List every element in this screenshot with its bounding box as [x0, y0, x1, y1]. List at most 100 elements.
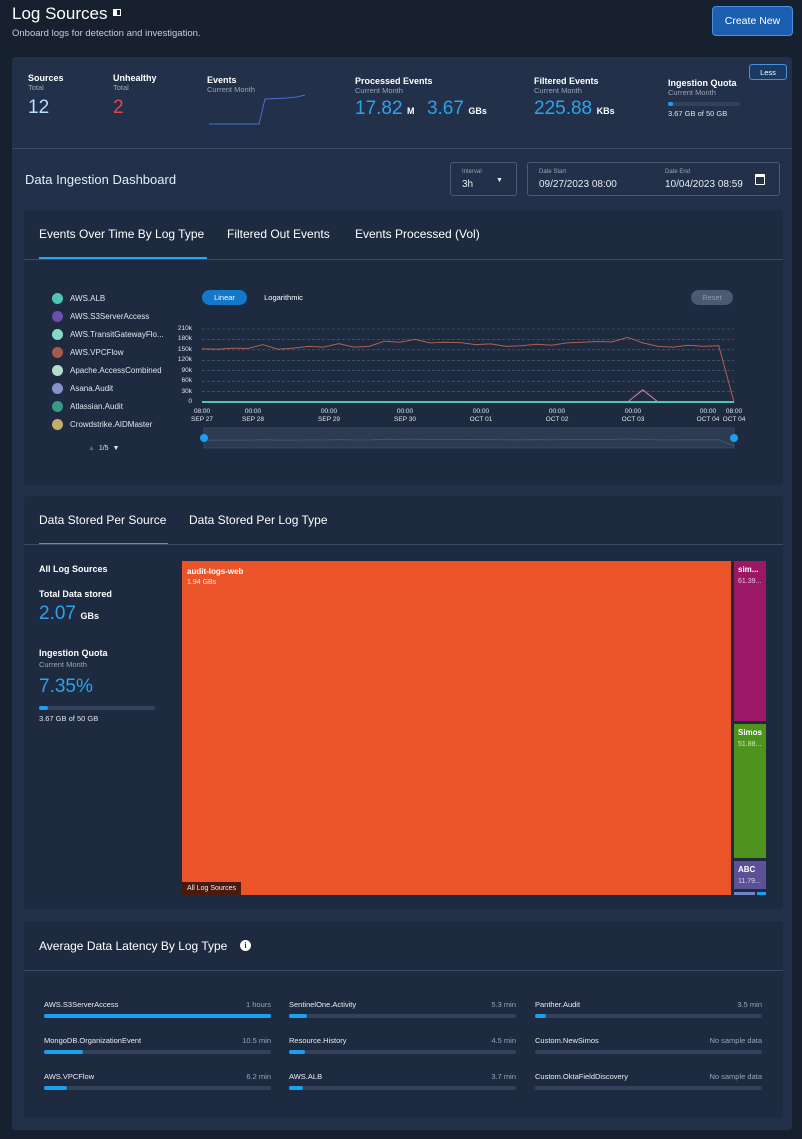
legend-swatch [52, 418, 63, 430]
divider [12, 148, 792, 149]
latency-item: AWS.ALB 3.7 min [289, 1072, 516, 1092]
x-tick-time: 00:00 [699, 408, 717, 415]
stat-sub: Current Month [534, 86, 582, 95]
series-line[interactable] [201, 336, 735, 403]
x-tick-label: 00:00 OCT 03 [613, 408, 653, 424]
x-tick-time: 00:00 [548, 408, 566, 415]
date-start-value[interactable]: 09/27/2023 08:00 [539, 179, 617, 190]
cell-name: sim... [738, 565, 759, 574]
date-range-picker[interactable]: Date Start 09/27/2023 08:00 Date End 10/… [527, 162, 780, 196]
treemap-cell-abc[interactable]: ABC 11.79... [734, 861, 766, 889]
legend-item[interactable]: Crowdstrike.AIDMaster [52, 415, 164, 433]
tab-data-per-source[interactable]: Data Stored Per Source [39, 513, 167, 527]
treemap-cell-small[interactable] [734, 892, 755, 895]
stat-label: Ingestion Quota [668, 78, 737, 88]
cell-size: 61.39... [738, 578, 762, 585]
latency-item: Panther.Audit 3.5 min [535, 1000, 762, 1020]
legend-label: AWS.TransitGatewayFlo... [70, 329, 164, 339]
active-tab-indicator [39, 257, 207, 259]
quota-percent: 7.35% [39, 676, 93, 697]
chart-legend: AWS.ALB AWS.S3ServerAccess AWS.TransitGate… [52, 289, 164, 433]
legend-swatch [52, 328, 63, 340]
y-tick-label: 180k [177, 335, 192, 343]
page-up-icon[interactable]: ▲ [88, 445, 95, 452]
stat-unhealthy[interactable]: Unhealthy Total 2 [113, 73, 157, 119]
x-tick-date: OCT 02 [545, 416, 569, 423]
x-tick-time: 00:00 [624, 408, 642, 415]
treemap-root-label[interactable]: All Log Sources [182, 882, 242, 895]
legend-pager: ▲ 1/5 ▼ [88, 445, 119, 452]
legend-item[interactable]: AWS.S3ServerAccess [52, 307, 164, 325]
stat-filtered: Filtered Events Current Month 225.88 KBs [534, 76, 615, 120]
x-tick-label: 08:00 SEP 27 [182, 408, 222, 424]
x-tick-time: 00:00 [320, 408, 338, 415]
treemap-cell-audit-logs-web[interactable]: audit-logs-web 1.94 GBs All Log Sources [182, 561, 731, 895]
legend-swatch [52, 400, 63, 412]
legend-item[interactable]: AWS.ALB [52, 289, 164, 307]
x-tick-date: OCT 04 [696, 416, 720, 423]
tab-data-per-log-type[interactable]: Data Stored Per Log Type [189, 513, 328, 527]
latency-bar [289, 1014, 516, 1018]
range-handle-right[interactable] [730, 434, 738, 442]
create-new-button[interactable]: Create New [712, 6, 793, 36]
dashboard-title: Data Ingestion Dashboard [25, 172, 177, 187]
legend-item[interactable]: Asana.Audit [52, 379, 164, 397]
stat-sources: Sources Total 12 [28, 73, 64, 119]
reset-button[interactable]: Reset [691, 290, 733, 305]
cell-name: ABC [738, 865, 756, 874]
latency-bar [44, 1050, 271, 1054]
latency-bar-fill [289, 1050, 305, 1054]
x-tick-label: 00:00 OCT 01 [461, 408, 501, 424]
latency-bar-fill [44, 1014, 271, 1018]
stat-sub: Total [113, 83, 129, 92]
latency-item: Custom.OktaFieldDiscovery No sample data [535, 1072, 762, 1092]
latency-value: 5.3 min [491, 1000, 516, 1009]
x-tick-date: SEP 28 [242, 416, 264, 423]
treemap-cell-small[interactable] [757, 892, 766, 895]
legend-label: AWS.S3ServerAccess [70, 311, 150, 321]
filtered-value: 225.88 [534, 98, 593, 119]
logarithmic-scale-button[interactable]: Logarithmic [264, 293, 303, 302]
treemap-cell-simos[interactable]: Simos 51.88... [734, 724, 766, 858]
range-handle-left[interactable] [200, 434, 208, 442]
tab-events-processed[interactable]: Events Processed (Vol) [355, 227, 480, 241]
less-button[interactable]: Less [749, 64, 787, 80]
legend-swatch [52, 292, 63, 304]
events-line-chart[interactable] [0, 0, 802, 470]
latency-bar-fill [44, 1086, 67, 1090]
legend-label: AWS.ALB [70, 293, 106, 303]
latency-value: 3.5 min [737, 1000, 762, 1009]
quota-text: 3.67 GB of 50 GB [668, 109, 728, 118]
panel-toggle-icon[interactable] [113, 9, 121, 16]
date-end-value[interactable]: 10/04/2023 08:59 [665, 179, 743, 190]
range-navigator[interactable] [203, 427, 735, 449]
latency-bar-fill [289, 1086, 303, 1090]
divider [24, 544, 783, 545]
stat-events: Events Current Month [207, 75, 307, 134]
stat-sub: Current Month [355, 86, 403, 95]
interval-select[interactable]: Interval 3h ▼ [450, 162, 517, 196]
legend-item[interactable]: Atlassian.Audit [52, 397, 164, 415]
treemap-cell-sim[interactable]: sim... 61.39... [734, 561, 766, 721]
legend-item[interactable]: Apache.AccessCombined [52, 361, 164, 379]
page-down-icon[interactable]: ▼ [112, 445, 120, 452]
linear-scale-button[interactable]: Linear [202, 290, 247, 305]
latency-item: AWS.VPCFlow 6.2 min [44, 1072, 271, 1092]
calendar-icon[interactable] [755, 174, 765, 185]
x-tick-date: OCT 01 [469, 416, 493, 423]
y-tick-label: 120k [177, 356, 192, 364]
tab-filtered-out-events[interactable]: Filtered Out Events [227, 227, 330, 241]
x-tick-date: SEP 30 [394, 416, 416, 423]
legend-item[interactable]: AWS.VPCFlow [52, 343, 164, 361]
latency-item: Custom.NewSimos No sample data [535, 1036, 762, 1056]
legend-label: Apache.AccessCombined [70, 365, 162, 375]
legend-item[interactable]: AWS.TransitGatewayFlo... [52, 325, 164, 343]
stat-sub: Current Month [668, 88, 716, 97]
x-tick-date: SEP 29 [318, 416, 340, 423]
tab-events-over-time[interactable]: Events Over Time By Log Type [39, 227, 205, 241]
x-tick-label: 00:00 SEP 29 [309, 408, 349, 424]
quota-bar [668, 102, 740, 106]
info-icon[interactable]: i [240, 940, 251, 951]
y-tick-label: 30k [181, 387, 192, 395]
total-stored-value: 2.07 [39, 603, 76, 624]
